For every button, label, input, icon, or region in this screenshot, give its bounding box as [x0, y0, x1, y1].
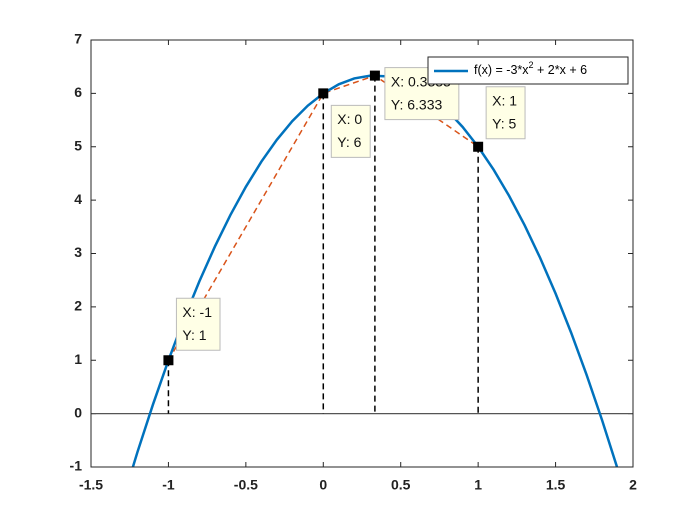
- datatip-box: [175, 297, 221, 351]
- datatip: X: -1 Y: 1: [175, 297, 221, 351]
- datatip: X: 0 Y: 6: [330, 104, 371, 158]
- y-tick-label: 6: [74, 84, 82, 100]
- datatip-x: X: 1: [492, 92, 517, 108]
- data-marker: [473, 141, 484, 152]
- x-tick-label: 1.5: [546, 477, 566, 493]
- datatip-y: Y: 1: [182, 327, 206, 343]
- datatip-x: X: 0: [337, 111, 362, 127]
- datatip-y: Y: 6.333: [391, 96, 443, 112]
- data-marker: [163, 355, 174, 366]
- x-tick-label: -1.5: [79, 477, 103, 493]
- y-tick-label: 0: [74, 404, 82, 420]
- datatip-box: [485, 86, 526, 140]
- datatip-y: Y: 6: [337, 134, 361, 150]
- x-tick-label: -0.5: [234, 477, 258, 493]
- y-tick-label: 4: [74, 191, 82, 207]
- x-tick-label: 0: [319, 477, 327, 493]
- legend-label: f(x) = -3*x2 + 2*x + 6: [474, 60, 587, 77]
- data-marker: [369, 70, 380, 81]
- y-tick-label: 7: [74, 31, 82, 47]
- datatip-x: X: -1: [182, 304, 212, 320]
- axes-box: [90, 39, 634, 468]
- x-tick-label: 2: [629, 477, 637, 493]
- y-tick-label: -1: [70, 458, 83, 474]
- datatip-box: [330, 104, 371, 158]
- datatip: X: 1 Y: 5: [485, 86, 526, 140]
- data-marker: [318, 88, 329, 99]
- x-tick-label: -1: [162, 477, 175, 493]
- legend: f(x) = -3*x2 + 2*x + 6: [427, 56, 629, 85]
- y-tick-label: 3: [74, 244, 82, 260]
- x-tick-label: 0.5: [391, 477, 411, 493]
- x-tick-label: 1: [474, 477, 482, 493]
- line: [131, 74, 619, 467]
- y-tick-label: 5: [74, 137, 82, 153]
- datatip-y: Y: 5: [492, 115, 516, 131]
- plot-area: [91, 40, 633, 467]
- y-tick-label: 1: [74, 351, 82, 367]
- y-tick-label: 2: [74, 298, 82, 314]
